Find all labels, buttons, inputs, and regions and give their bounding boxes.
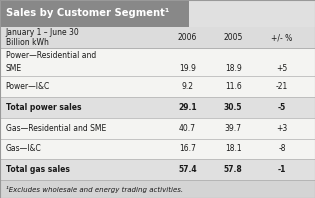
Text: 2005: 2005 [223,33,243,42]
Text: 40.7: 40.7 [179,124,196,133]
Bar [0,118,315,139]
Text: -5: -5 [278,103,286,112]
Text: Billion kWh: Billion kWh [6,38,49,47]
Text: Power—I&C: Power—I&C [6,82,50,91]
Text: January 1 – June 30: January 1 – June 30 [6,28,79,37]
Text: 57.8: 57.8 [224,165,243,174]
Text: 2006: 2006 [178,33,197,42]
Text: 57.4: 57.4 [178,165,197,174]
Bar [0,159,315,180]
Text: 9.2: 9.2 [181,82,193,91]
Bar [0,48,315,76]
Text: 11.6: 11.6 [225,82,242,91]
Text: Total gas sales: Total gas sales [6,165,70,174]
Text: +/- %: +/- % [271,33,293,42]
Bar [0,27,315,48]
Text: 29.1: 29.1 [178,103,197,112]
Text: -8: -8 [278,145,286,153]
Bar [0,97,315,118]
Text: SME: SME [6,64,22,73]
Bar [0,180,315,198]
Bar [0,0,189,27]
Text: 19.9: 19.9 [179,64,196,73]
Text: Gas—Residential and SME: Gas—Residential and SME [6,124,106,133]
Text: 30.5: 30.5 [224,103,242,112]
Text: Power—Residential and: Power—Residential and [6,51,96,60]
Text: 16.7: 16.7 [179,145,196,153]
Bar [0,76,315,97]
Text: ¹Excludes wholesale and energy trading activities.: ¹Excludes wholesale and energy trading a… [6,186,183,193]
Text: -21: -21 [276,82,288,91]
Text: Gas—I&C: Gas—I&C [6,145,41,153]
Bar [0,139,315,159]
Text: 18.1: 18.1 [225,145,241,153]
Text: +3: +3 [276,124,288,133]
Text: +5: +5 [276,64,288,73]
Text: 18.9: 18.9 [225,64,242,73]
Bar [189,0,315,27]
Text: Total power sales: Total power sales [6,103,81,112]
Text: Sales by Customer Segment¹: Sales by Customer Segment¹ [6,8,170,18]
Text: 39.7: 39.7 [225,124,242,133]
Text: -1: -1 [278,165,286,174]
